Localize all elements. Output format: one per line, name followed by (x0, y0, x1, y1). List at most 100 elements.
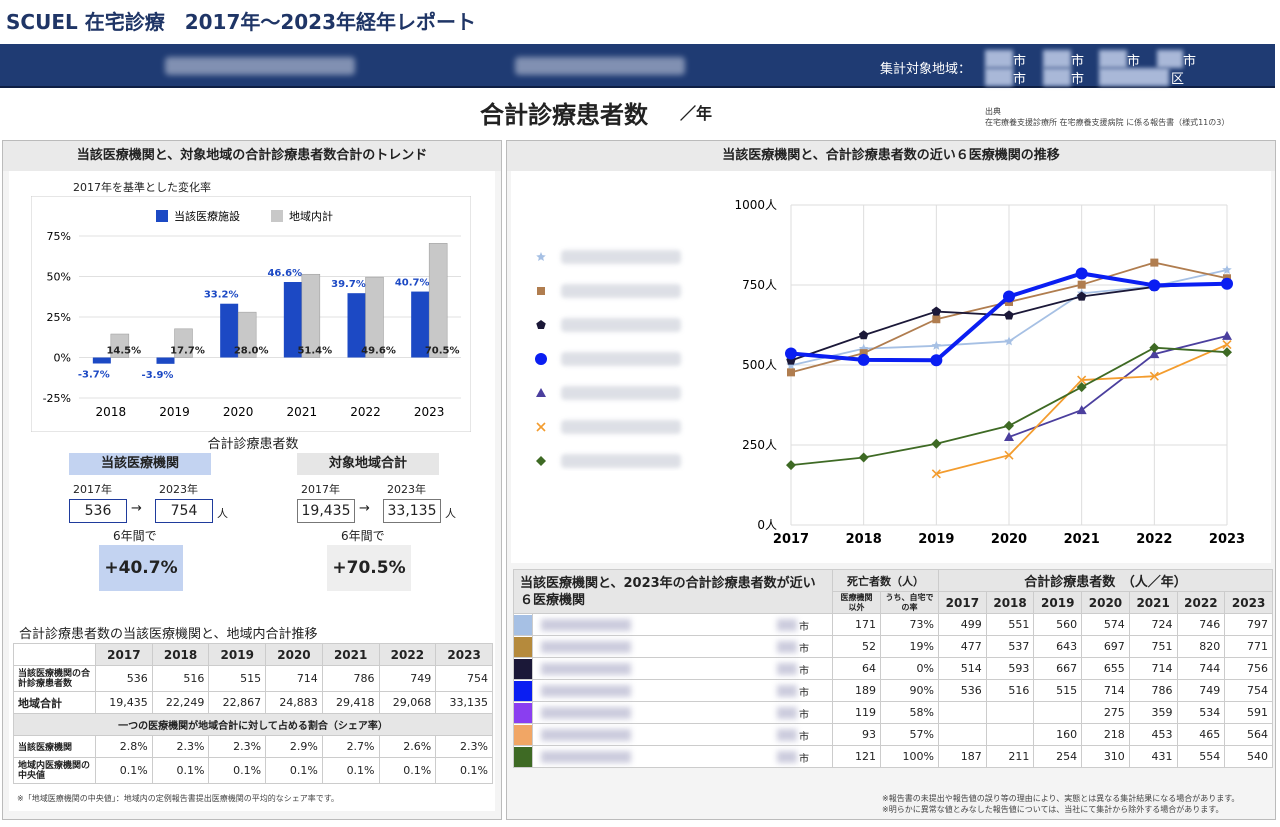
peer-row: 市 121 100% 187 211 254 310 431 554 540 (513, 745, 1273, 768)
line-point (1076, 382, 1087, 393)
line-point (932, 315, 941, 324)
patients-cell: 310 (1081, 745, 1130, 768)
deaths-cell: 171 (832, 613, 881, 636)
line-point (1003, 290, 1015, 303)
redacted-legend-label (561, 454, 681, 468)
patients-cell: 536 (938, 679, 987, 702)
cell: 0.1% (265, 757, 323, 784)
peer-city-suffix: 市 (799, 622, 809, 633)
bar-data-label: 40.7% (395, 278, 430, 289)
redacted-peer-city (777, 751, 797, 763)
line-point (536, 320, 546, 330)
peer-color-swatch (513, 657, 533, 680)
year-header: 2021 (321, 643, 380, 666)
redacted-legend-label (561, 318, 681, 332)
trend-table: 2017 2018 2019 2020 2021 2022 2023 当該医療機… (13, 643, 493, 784)
region-value-2017: 19,435 (297, 499, 355, 523)
peer-row: 市 52 19% 477 537 643 697 751 820 771 (513, 635, 1273, 658)
patients-cell: 515 (1033, 679, 1083, 702)
patients-cell: 820 (1176, 635, 1226, 658)
peer-name-cell: 市 (532, 635, 833, 658)
legend-swatch (156, 210, 168, 222)
x-tick-label: 2022 (350, 405, 381, 419)
cell: 22,249 (151, 691, 210, 714)
region-cell: 市 (1013, 54, 1027, 69)
cell: 24,883 (265, 691, 323, 714)
patients-cell: 564 (1224, 723, 1273, 746)
patients-cell: 746 (1176, 613, 1226, 636)
redacted-peer-name (541, 641, 631, 653)
bar (428, 243, 448, 358)
redacted-peer-name (541, 685, 631, 697)
region-cell: 市 (1071, 54, 1085, 69)
line-point (1004, 336, 1014, 346)
cell: 516 (151, 665, 210, 692)
rate-cell: 100% (880, 745, 939, 768)
patients-cell: 560 (1033, 613, 1083, 636)
y-tick-label: 75% (47, 230, 71, 243)
redacted-peer-city (777, 641, 797, 653)
peer-table: 当該医療機関と、2023年の合計診療患者数が近い６医療機関 死亡者数（人） 合計… (513, 569, 1273, 768)
line-point (1077, 375, 1087, 385)
redacted-address (515, 57, 685, 75)
line-point (1004, 310, 1014, 320)
line-point (1222, 330, 1232, 340)
bar (110, 333, 130, 358)
facility-growth-pct: +40.7% (99, 545, 183, 591)
y-tick-label: 0人 (757, 518, 777, 532)
patients-cell: 477 (938, 635, 987, 658)
cell: 515 (208, 665, 267, 692)
legend-swatch (271, 210, 283, 222)
patients-cell: 218 (1081, 723, 1130, 746)
peer-name-cell: 市 (532, 723, 833, 746)
bar-chart-subtitle: 2017年を基準とした変化率 (73, 181, 211, 194)
redacted-peer-name (541, 707, 631, 719)
region-cell: 市 (1071, 72, 1085, 87)
region-growth-pct: +70.5% (327, 545, 411, 591)
region-cell: 市 (1183, 54, 1197, 69)
rate-cell: 58% (880, 701, 939, 724)
peer-city-suffix: 市 (799, 644, 809, 655)
bar-data-label: 14.5% (106, 346, 141, 357)
cell: 786 (321, 665, 380, 692)
line-point (536, 388, 546, 397)
bar-data-label: 33.2% (204, 290, 239, 301)
deaths-rate-head: うち、自宅での率 (880, 591, 939, 614)
line-point (931, 340, 942, 350)
year-header: 2022 (378, 643, 437, 666)
line-point (931, 469, 941, 479)
region-year-to: 2023年 (387, 483, 426, 496)
y-tick-label: 500人 (742, 358, 777, 372)
redacted-peer-city (777, 729, 797, 741)
redacted-peer-city (777, 663, 797, 675)
line-point (1076, 405, 1087, 415)
peer-color-swatch (513, 723, 533, 746)
redacted-legend-label (561, 386, 681, 400)
bar-data-label: 17.7% (170, 346, 205, 357)
bar-data-label: 39.7% (331, 279, 366, 290)
patients-cell: 574 (1081, 613, 1130, 636)
cell: 2.3% (435, 735, 493, 758)
main-title: 合計診療患者数 (480, 101, 648, 129)
line-point (1222, 339, 1232, 350)
patients-cell: 431 (1128, 745, 1178, 768)
peer-name-cell: 市 (532, 745, 833, 768)
line-point (536, 252, 546, 262)
line-point (786, 460, 796, 471)
patients-cell: 540 (1224, 745, 1273, 768)
deaths-head: 死亡者数（人） (832, 569, 939, 592)
year-header: 2017 (938, 591, 987, 614)
deaths-cell: 52 (832, 635, 881, 658)
patients-cell: 714 (1128, 657, 1178, 680)
line-chart-legend (535, 250, 681, 468)
facility-arrow: → (131, 501, 142, 516)
cell: 22,867 (208, 691, 267, 714)
peer-color-swatch (513, 635, 533, 658)
year-header: 2018 (985, 591, 1035, 614)
peer-color-swatch (513, 701, 533, 724)
redacted-facility-name (165, 57, 355, 75)
patients-cell: 554 (1176, 745, 1226, 768)
facility-year-to: 2023年 (159, 483, 198, 496)
cell: 536 (95, 665, 153, 692)
